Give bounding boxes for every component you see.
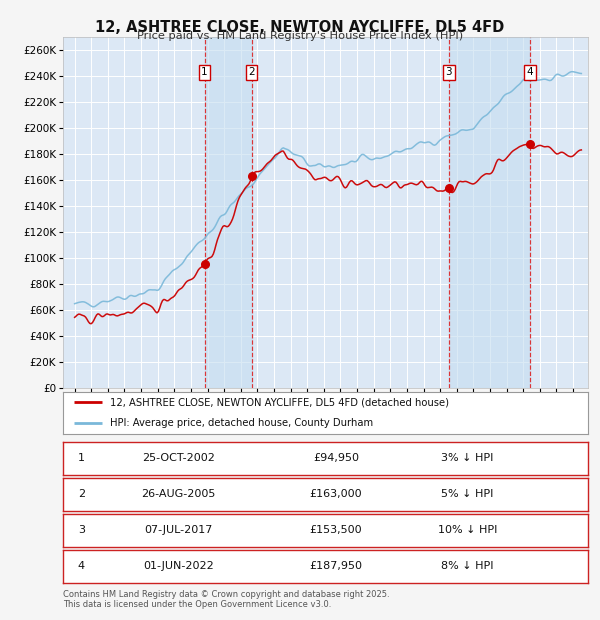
Text: 8% ↓ HPI: 8% ↓ HPI	[441, 561, 493, 571]
Text: 3: 3	[78, 525, 85, 535]
Text: 12, ASHTREE CLOSE, NEWTON AYCLIFFE, DL5 4FD: 12, ASHTREE CLOSE, NEWTON AYCLIFFE, DL5 …	[95, 20, 505, 35]
Text: HPI: Average price, detached house, County Durham: HPI: Average price, detached house, Coun…	[110, 418, 373, 428]
Text: 01-JUN-2022: 01-JUN-2022	[143, 561, 214, 571]
Text: 2: 2	[248, 67, 255, 78]
Text: 25-OCT-2002: 25-OCT-2002	[142, 453, 215, 463]
Text: 4: 4	[527, 67, 533, 78]
Text: 5% ↓ HPI: 5% ↓ HPI	[441, 489, 493, 499]
Bar	[449, 37, 530, 387]
Text: £94,950: £94,950	[313, 453, 359, 463]
Bar	[205, 37, 251, 387]
Text: Price paid vs. HM Land Registry's House Price Index (HPI): Price paid vs. HM Land Registry's House …	[137, 31, 463, 41]
Text: 3: 3	[445, 67, 452, 78]
Text: 10% ↓ HPI: 10% ↓ HPI	[437, 525, 497, 535]
Text: 1: 1	[78, 453, 85, 463]
Text: 07-JUL-2017: 07-JUL-2017	[145, 525, 212, 535]
Text: This data is licensed under the Open Government Licence v3.0.: This data is licensed under the Open Gov…	[63, 600, 331, 609]
Text: 2: 2	[78, 489, 85, 499]
Text: 12, ASHTREE CLOSE, NEWTON AYCLIFFE, DL5 4FD (detached house): 12, ASHTREE CLOSE, NEWTON AYCLIFFE, DL5 …	[110, 397, 449, 407]
Text: 26-AUG-2005: 26-AUG-2005	[142, 489, 215, 499]
Text: £187,950: £187,950	[310, 561, 362, 571]
Text: 3% ↓ HPI: 3% ↓ HPI	[441, 453, 493, 463]
Text: 1: 1	[201, 67, 208, 78]
Text: 4: 4	[78, 561, 85, 571]
Text: Contains HM Land Registry data © Crown copyright and database right 2025.: Contains HM Land Registry data © Crown c…	[63, 590, 389, 600]
Text: £163,000: £163,000	[310, 489, 362, 499]
Text: £153,500: £153,500	[310, 525, 362, 535]
